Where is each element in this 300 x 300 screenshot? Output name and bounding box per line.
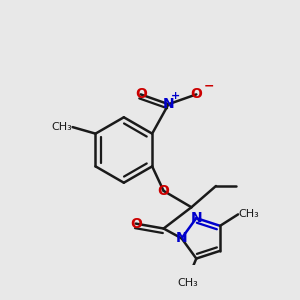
Text: O: O <box>190 87 202 101</box>
Text: O: O <box>135 87 147 101</box>
Text: −: − <box>203 80 214 93</box>
Text: N: N <box>163 97 174 111</box>
Text: CH₃: CH₃ <box>238 209 259 219</box>
Text: CH₃: CH₃ <box>52 122 73 132</box>
Text: O: O <box>158 184 170 198</box>
Text: O: O <box>130 217 142 231</box>
Text: N: N <box>190 211 202 225</box>
Text: N: N <box>176 231 188 245</box>
Text: CH₃: CH₃ <box>178 278 199 288</box>
Text: +: + <box>170 91 180 101</box>
